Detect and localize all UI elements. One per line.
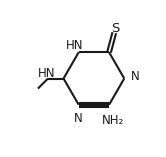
Text: S: S [111,22,119,35]
Text: HN: HN [38,67,55,80]
Text: N: N [130,70,139,83]
Text: HN: HN [66,39,83,52]
Text: N: N [74,112,82,125]
Text: NH₂: NH₂ [102,114,124,127]
